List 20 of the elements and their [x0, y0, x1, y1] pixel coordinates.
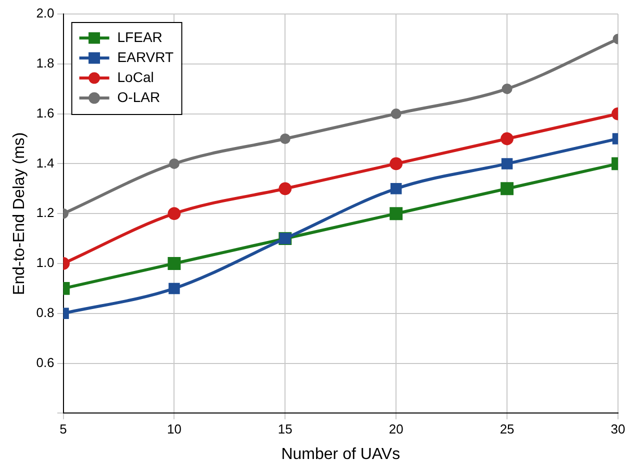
y-tick-label: 1.4: [36, 155, 54, 170]
y-tick-label: 1.6: [36, 105, 54, 120]
x-tick-label: 5: [60, 422, 67, 437]
legend-label: LFEAR: [117, 28, 162, 45]
y-tick-label: 1.8: [36, 55, 54, 70]
y-axis-title: End-to-End Delay (ms): [11, 132, 28, 295]
x-axis-title: Number of UAVs: [281, 446, 400, 463]
y-tick-label: 1.0: [36, 255, 54, 270]
y-tick-label: 0.6: [36, 354, 54, 370]
y-tick-label: 1.2: [36, 205, 54, 220]
x-tick-label: 10: [166, 422, 182, 437]
legend-label: LoCal: [117, 68, 154, 85]
x-tick-label: 30: [610, 422, 626, 437]
x-tick-label: 25: [500, 422, 514, 437]
y-tick-label: 2.0: [36, 6, 54, 21]
x-tick-label: 15: [278, 422, 292, 437]
legend-label: EARVRT: [117, 48, 174, 65]
y-tick-label: 0.8: [36, 304, 54, 320]
x-tick-label: 20: [388, 422, 404, 437]
legend-label: O-LAR: [117, 88, 160, 105]
